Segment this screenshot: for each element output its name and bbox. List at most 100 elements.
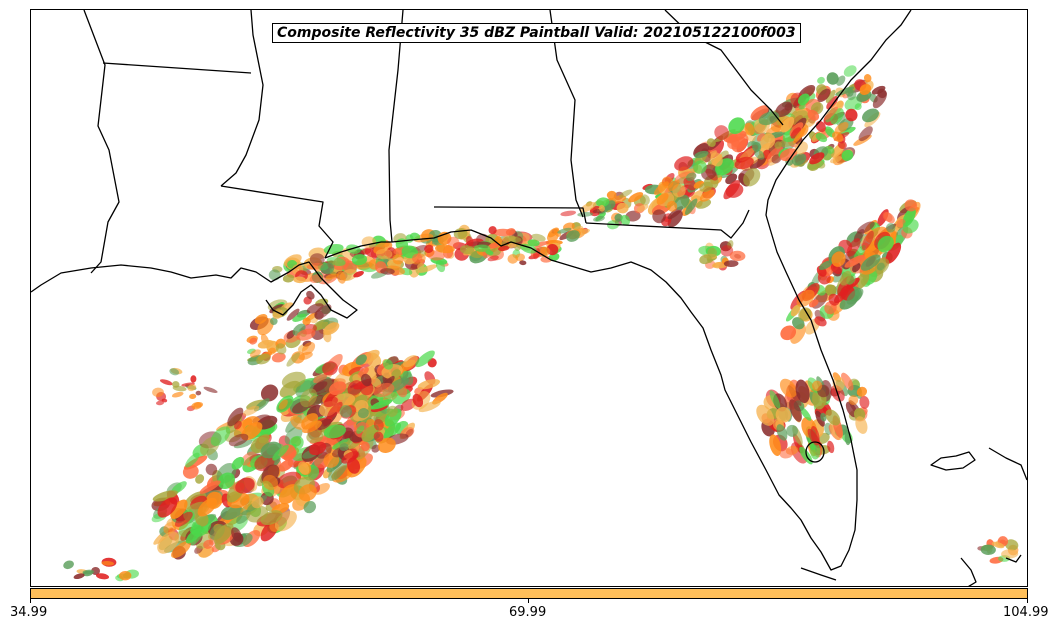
reflectivity-blob bbox=[860, 254, 881, 271]
colorbar-label-max: 104.99 bbox=[1003, 605, 1049, 620]
reflectivity-blob bbox=[278, 459, 294, 472]
reflectivity-blob bbox=[373, 431, 384, 442]
reflectivity-blob bbox=[807, 109, 820, 121]
reflectivity-blob bbox=[298, 461, 310, 475]
reflectivity-blob bbox=[656, 193, 669, 205]
reflectivity-blob bbox=[557, 227, 572, 234]
reflectivity-blob bbox=[339, 405, 353, 418]
reflectivity-blob bbox=[309, 253, 325, 266]
reflectivity-blob bbox=[707, 247, 718, 258]
reflectivity-blob bbox=[693, 160, 707, 174]
reflectivity-blob bbox=[199, 480, 221, 494]
reflectivity-blob bbox=[844, 254, 865, 268]
reflectivity-blob bbox=[858, 126, 873, 142]
reflectivity-blob bbox=[370, 377, 382, 388]
colorbar-tick-max bbox=[1027, 599, 1028, 603]
reflectivity-blob bbox=[169, 368, 180, 376]
reflectivity-blob bbox=[293, 276, 306, 284]
reflectivity-blob bbox=[885, 242, 902, 264]
reflectivity-blob bbox=[217, 472, 236, 490]
reflectivity-blob bbox=[101, 560, 114, 566]
reflectivity-blob bbox=[826, 96, 839, 110]
reflectivity-blob bbox=[743, 168, 761, 187]
reflectivity-blob bbox=[301, 342, 316, 355]
reflectivity-blob bbox=[818, 260, 833, 270]
reflectivity-blob bbox=[256, 353, 271, 365]
reflectivity-blob bbox=[820, 412, 827, 422]
reflectivity-blob bbox=[412, 253, 423, 263]
reflectivity-blob bbox=[848, 395, 859, 405]
reflectivity-blob bbox=[339, 443, 349, 452]
reflectivity-blob bbox=[694, 150, 709, 159]
reflectivity-blob bbox=[322, 361, 338, 376]
reflectivity-blob bbox=[159, 379, 173, 386]
reflectivity-blob bbox=[278, 484, 299, 505]
reflectivity-blob bbox=[706, 138, 716, 147]
reflectivity-blob bbox=[220, 504, 243, 520]
reflectivity-blob bbox=[817, 76, 825, 84]
reflectivity-blob bbox=[540, 246, 551, 256]
reflectivity-blob bbox=[152, 387, 164, 398]
reflectivity-blob bbox=[189, 393, 197, 400]
reflectivity-blob bbox=[519, 260, 527, 266]
reflectivity-blob bbox=[327, 401, 343, 420]
reflectivity-blobs bbox=[63, 65, 1019, 582]
border-ga-fl bbox=[585, 209, 750, 239]
reflectivity-blob bbox=[91, 567, 100, 575]
reflectivity-blob bbox=[417, 379, 441, 390]
reflectivity-blob bbox=[699, 181, 713, 192]
reflectivity-blob bbox=[302, 420, 322, 434]
reflectivity-blob bbox=[666, 200, 678, 212]
reflectivity-blob bbox=[488, 226, 497, 235]
reflectivity-blob bbox=[306, 290, 315, 300]
reflectivity-blob bbox=[779, 378, 797, 398]
reflectivity-blob bbox=[991, 541, 1005, 549]
reflectivity-blob bbox=[790, 304, 801, 317]
reflectivity-blob bbox=[720, 245, 734, 257]
colorbar bbox=[30, 588, 1028, 599]
reflectivity-blob bbox=[790, 127, 802, 139]
reflectivity-blob bbox=[846, 238, 861, 257]
island-grand-bahama bbox=[988, 447, 1027, 481]
reflectivity-blob bbox=[303, 501, 317, 514]
reflectivity-blob bbox=[197, 497, 218, 517]
reflectivity-blob bbox=[373, 419, 384, 431]
reflectivity-blob bbox=[749, 157, 766, 170]
reflectivity-blob bbox=[488, 242, 500, 249]
reflectivity-blob bbox=[616, 202, 629, 214]
reflectivity-blob bbox=[270, 317, 278, 326]
reflectivity-blob bbox=[210, 426, 231, 446]
reflectivity-blob bbox=[357, 408, 369, 419]
reflectivity-blob bbox=[711, 261, 722, 268]
reflectivity-blob bbox=[598, 204, 605, 212]
reflectivity-blob bbox=[373, 382, 395, 398]
reflectivity-blob bbox=[357, 367, 369, 378]
reflectivity-blob bbox=[505, 228, 516, 236]
reflectivity-blob bbox=[171, 541, 191, 558]
reflectivity-blob bbox=[190, 375, 197, 383]
reflectivity-blob bbox=[386, 405, 398, 417]
border-al-ga bbox=[549, 10, 584, 218]
reflectivity-blob bbox=[560, 210, 577, 217]
reflectivity-blob bbox=[827, 440, 835, 454]
reflectivity-blob bbox=[417, 263, 425, 269]
reflectivity-blob bbox=[636, 204, 649, 212]
reflectivity-blob bbox=[769, 390, 781, 409]
reflectivity-blob bbox=[267, 347, 276, 355]
reflectivity-blob bbox=[775, 406, 791, 423]
florida-keys bbox=[800, 567, 837, 581]
reflectivity-blob bbox=[795, 379, 810, 404]
reflectivity-blob bbox=[152, 490, 178, 502]
reflectivity-blob bbox=[228, 433, 249, 447]
reflectivity-blob bbox=[278, 399, 288, 410]
reflectivity-blob bbox=[531, 233, 546, 242]
reflectivity-blob bbox=[714, 125, 729, 141]
reflectivity-blob bbox=[832, 131, 844, 143]
reflectivity-blob bbox=[258, 434, 270, 444]
reflectivity-blob bbox=[841, 372, 854, 391]
reflectivity-blob bbox=[171, 391, 184, 398]
border-la-ms bbox=[220, 185, 334, 259]
reflectivity-blob bbox=[485, 250, 494, 255]
reflectivity-blob bbox=[382, 359, 394, 370]
reflectivity-blob bbox=[856, 386, 868, 397]
